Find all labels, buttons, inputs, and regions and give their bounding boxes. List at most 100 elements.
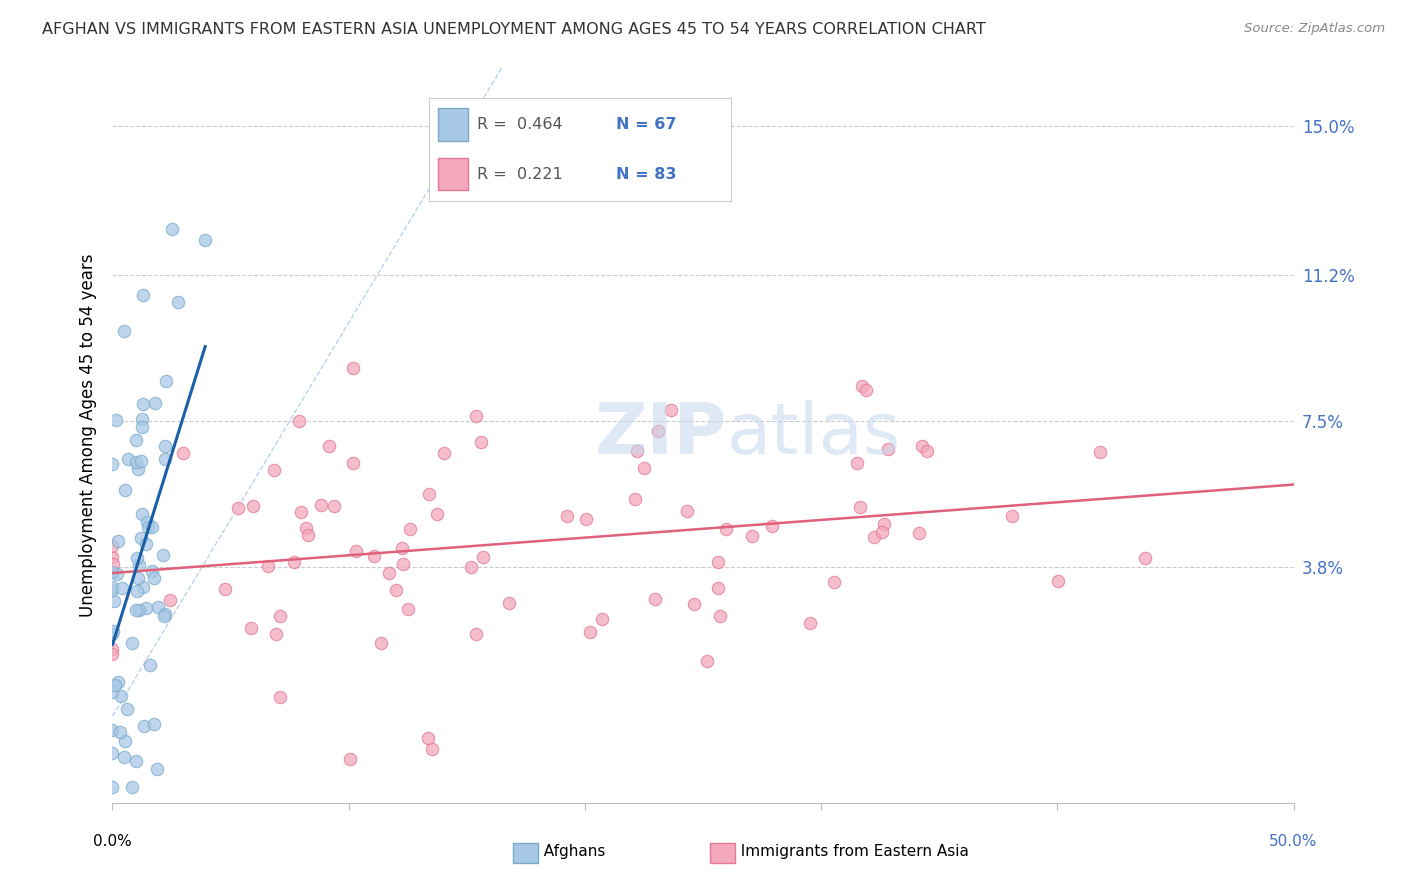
Point [626, 444, 648, 458]
Point [226, 500, 249, 515]
Point [153, 439, 176, 453]
Point [761, 518, 783, 533]
Text: 50.0%: 50.0% [1270, 834, 1317, 849]
Text: Afghans: Afghans [534, 845, 606, 859]
Point [141, 520, 163, 534]
Point [125, 455, 148, 469]
Point [131, 288, 153, 302]
Point [647, 424, 669, 438]
Point [115, 701, 138, 715]
Point [288, 413, 311, 427]
Point [136, 515, 159, 529]
Y-axis label: Unemployment Among Ages 45 to 54 years: Unemployment Among Ages 45 to 54 years [79, 253, 97, 616]
Point [1133, 551, 1156, 566]
Point [863, 530, 886, 544]
Point [132, 580, 155, 594]
Point [1090, 444, 1112, 458]
Point [370, 636, 392, 650]
Text: 0.0%: 0.0% [93, 834, 132, 849]
Point [578, 624, 600, 639]
Point [297, 528, 319, 542]
Text: Immigrants from Eastern Asia: Immigrants from Eastern Asia [731, 845, 969, 859]
Point [416, 731, 439, 745]
Point [131, 454, 153, 468]
Point [101, 627, 124, 641]
Point [101, 565, 124, 579]
Point [121, 636, 143, 650]
Point [101, 780, 124, 794]
Point [714, 522, 737, 536]
Point [143, 571, 166, 585]
Point [110, 689, 132, 703]
Point [152, 548, 174, 562]
Point [128, 603, 150, 617]
Point [295, 521, 318, 535]
Point [125, 754, 148, 768]
Point [117, 452, 139, 467]
Point [104, 413, 127, 427]
Point [155, 375, 177, 389]
Point [128, 558, 150, 572]
Point [194, 233, 217, 247]
Point [160, 222, 183, 236]
Point [135, 537, 157, 551]
Point [101, 684, 124, 698]
FancyBboxPatch shape [437, 158, 468, 190]
Point [460, 560, 482, 574]
Point [426, 507, 449, 521]
Point [134, 719, 156, 733]
Point [464, 409, 486, 423]
Point [127, 461, 149, 475]
Point [129, 531, 152, 545]
Point [101, 647, 124, 661]
Point [269, 609, 291, 624]
Text: ZIP: ZIP [595, 401, 727, 469]
Point [172, 446, 194, 460]
Point [675, 503, 697, 517]
Point [103, 557, 125, 571]
Point [574, 512, 596, 526]
Point [114, 733, 136, 747]
Point [311, 498, 333, 512]
Text: Source: ZipAtlas.com: Source: ZipAtlas.com [1244, 22, 1385, 36]
Point [396, 602, 419, 616]
Text: N = 83: N = 83 [616, 167, 676, 182]
Point [342, 361, 364, 376]
Point [644, 592, 666, 607]
Text: R =  0.221: R = 0.221 [477, 167, 562, 182]
Point [139, 658, 162, 673]
Point [121, 780, 143, 794]
Point [124, 433, 146, 447]
Point [870, 525, 893, 540]
Point [391, 541, 413, 555]
Point [392, 558, 415, 572]
Point [159, 592, 181, 607]
Point [153, 451, 176, 466]
Point [683, 597, 706, 611]
Point [127, 571, 149, 585]
Point [146, 599, 169, 614]
Point [111, 581, 134, 595]
Point [240, 621, 263, 635]
Point [101, 550, 124, 565]
Point [855, 383, 877, 397]
Point [143, 717, 166, 731]
Point [125, 583, 148, 598]
Point [908, 525, 931, 540]
Point [114, 483, 136, 497]
Point [363, 549, 385, 563]
Point [242, 499, 264, 513]
Point [696, 654, 718, 668]
Point [339, 752, 361, 766]
Point [344, 544, 367, 558]
Point [103, 594, 125, 608]
Point [101, 580, 124, 594]
Point [433, 445, 456, 459]
Point [263, 463, 285, 477]
Point [471, 550, 494, 565]
Point [131, 420, 153, 434]
Point [849, 500, 872, 514]
Point [399, 522, 422, 536]
Point [153, 607, 176, 621]
Point [269, 690, 291, 705]
